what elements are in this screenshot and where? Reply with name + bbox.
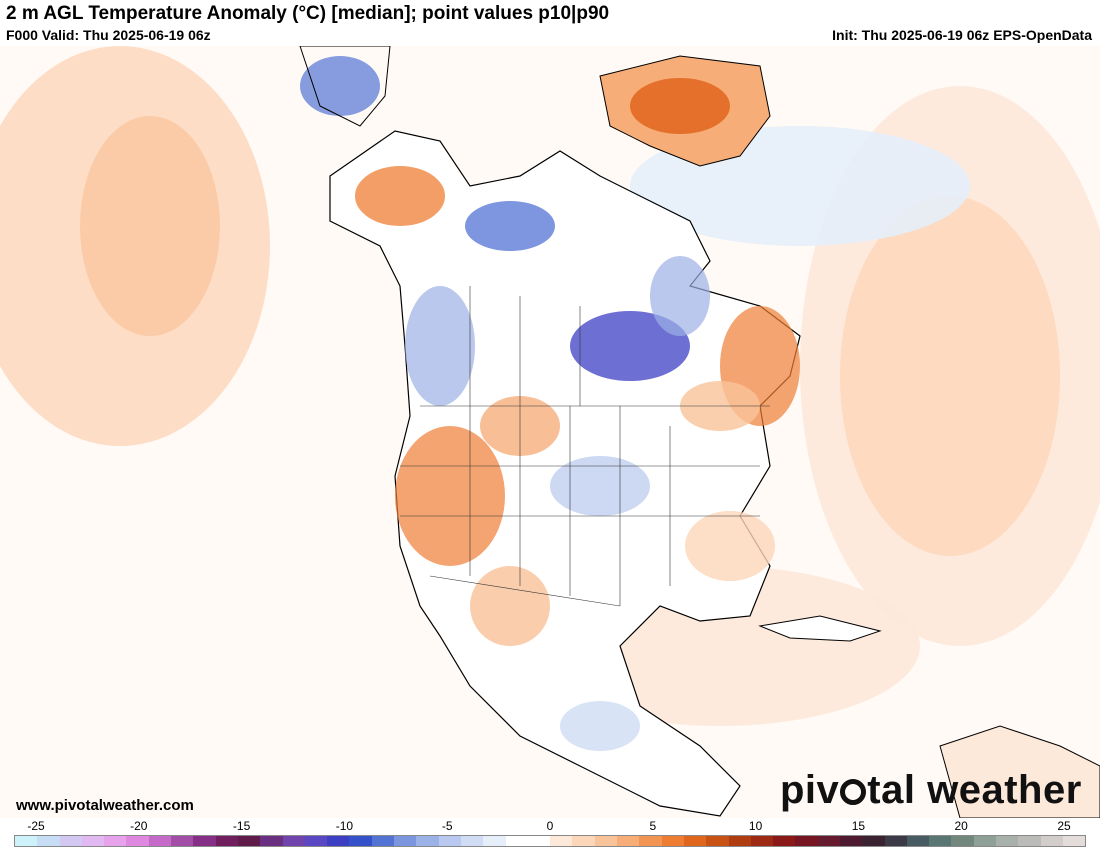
brand-text-left: piv [780, 768, 840, 812]
northwest-cold [405, 286, 475, 406]
legend-swatch [1018, 836, 1041, 846]
legend-swatch [550, 836, 573, 846]
legend-swatch [416, 836, 439, 846]
legend-tick-label: 10 [748, 819, 763, 833]
legend-swatch [683, 836, 707, 846]
legend-swatch [728, 836, 751, 846]
legend-swatch [81, 836, 105, 846]
legend-swatch [237, 836, 261, 846]
brand-o-icon [840, 779, 867, 805]
site-url[interactable]: www.pivotalweather.com [16, 797, 194, 814]
anomaly-map[interactable] [0, 46, 1100, 818]
pacific-warm-area-2 [80, 116, 220, 336]
greenland-hot-core [630, 78, 730, 134]
legend-swatch [795, 836, 818, 846]
legend-swatch [661, 836, 684, 846]
legend-swatch [706, 836, 729, 846]
legend-swatch [973, 836, 997, 846]
us-mexico-border [429, 575, 621, 607]
legend-swatch [126, 836, 149, 846]
cuba-land [758, 615, 882, 642]
legend-swatch [483, 836, 506, 846]
hudson-bay-cold [570, 311, 690, 381]
atlantic-warm-area-2 [840, 196, 1060, 556]
legend-swatch [817, 836, 840, 846]
legend-swatch [215, 836, 238, 846]
legend-tick-label: 0 [546, 819, 554, 833]
legend-swatch [839, 836, 863, 846]
legend-swatch [1062, 836, 1086, 846]
legend-tick-label: -20 [130, 819, 148, 833]
legend-swatch [37, 836, 60, 846]
init-time: Init: Thu 2025-06-19 06z EPS-OpenData [832, 27, 1092, 43]
legend-tick-label: 25 [1057, 819, 1071, 833]
legend-swatch [862, 836, 885, 846]
labrador-cold [650, 256, 710, 336]
legend-swatch [104, 836, 127, 846]
legend-tick-label: -25 [27, 819, 45, 833]
siberia-land [299, 46, 391, 127]
legend-colorbar [14, 835, 1086, 847]
legend-swatch [438, 836, 461, 846]
legend-swatch [572, 836, 595, 846]
legend-swatch [639, 836, 662, 846]
legend-swatch [505, 836, 528, 846]
south-america-land [939, 725, 1100, 818]
legend-tick-label: 15 [851, 819, 866, 833]
legend-tick-label: 5 [649, 819, 657, 833]
legend-tick-label: -10 [335, 819, 354, 833]
legend-swatch [304, 836, 328, 846]
legend-swatch [750, 836, 774, 846]
legend-swatch [171, 836, 194, 846]
legend-swatch [327, 836, 350, 846]
legend-swatch [996, 836, 1019, 846]
chukotka-cold [300, 56, 380, 116]
legend-swatch [527, 836, 551, 846]
mexico-cool [560, 701, 640, 751]
legend-swatch [884, 836, 907, 846]
brand-logo: piv tal weather [780, 768, 1082, 813]
legend-swatch [349, 836, 372, 846]
legend-swatch [371, 836, 395, 846]
header: 2 m AGL Temperature Anomaly (°C) [median… [0, 0, 1100, 46]
legend-swatch [460, 836, 484, 846]
legend-swatch [929, 836, 952, 846]
legend-swatch [951, 836, 974, 846]
west-us-warm [395, 426, 505, 566]
legend-tick-label: 20 [954, 819, 968, 833]
legend-tick-label: -15 [232, 819, 251, 833]
map-title: 2 m AGL Temperature Anomaly (°C) [median… [6, 3, 610, 24]
plains-cool [550, 456, 650, 516]
legend-swatch [394, 836, 417, 846]
legend-swatch [260, 836, 283, 846]
legend-swatch [15, 836, 38, 846]
legend-swatch [282, 836, 305, 846]
legend-swatch [617, 836, 640, 846]
legend-tick-label: -5 [441, 819, 453, 833]
legend-swatch [1040, 836, 1063, 846]
boundaries [400, 286, 770, 607]
legend-swatch [59, 836, 82, 846]
southeast-us-warm [685, 511, 775, 581]
legend-swatch [148, 836, 172, 846]
valid-time: F000 Valid: Thu 2025-06-19 06z [6, 27, 211, 43]
map-canvas [0, 46, 1100, 818]
legend-swatch [193, 836, 216, 846]
legend-ticks: -25 -20 -15 -10 -5 0 5 10 15 20 25 [14, 818, 1086, 834]
legend-swatch [773, 836, 796, 846]
legend-swatch [906, 836, 930, 846]
brand-text-right: tal weather [867, 768, 1082, 812]
color-legend: -25 -20 -15 -10 -5 0 5 10 15 20 25 [14, 818, 1086, 850]
arctic-islands-cold [465, 201, 555, 251]
alaska-warm [355, 166, 445, 226]
mexico-warm [470, 566, 550, 646]
legend-swatch [594, 836, 618, 846]
